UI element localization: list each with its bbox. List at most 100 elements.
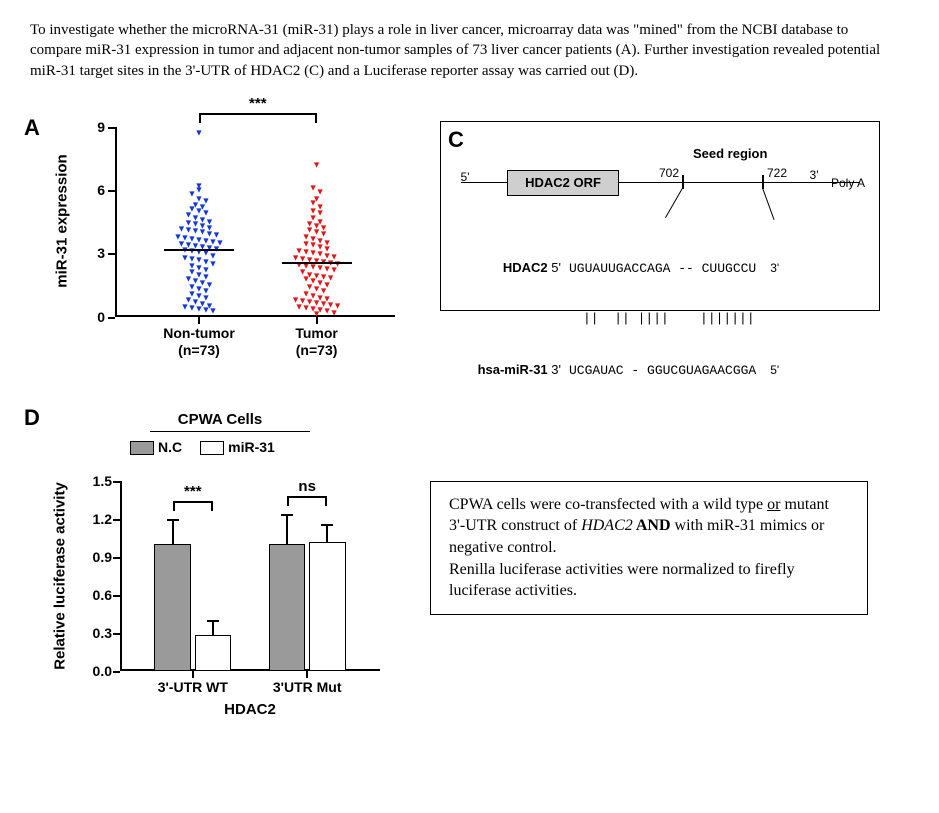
- scatter-point: ▼: [312, 160, 321, 169]
- scatter-point: ▼: [202, 196, 211, 205]
- xtick: [198, 317, 200, 324]
- ytick: [108, 253, 115, 255]
- scatter-point: ▼: [333, 302, 342, 311]
- panel-d-y-title: Relative luciferase activity: [52, 482, 69, 670]
- median-line: [164, 249, 234, 251]
- category-label: Non-tumor(n=73): [163, 325, 235, 359]
- polya-label: Poly A: [831, 176, 865, 190]
- connector-right: [762, 187, 775, 219]
- seed-tick-start: [682, 175, 684, 189]
- align-bot-seq: UCGAUAC - GGUCGUAGAACGGA: [569, 363, 756, 380]
- scatter-point: ▼: [205, 302, 214, 311]
- panel-d-title-underline: [150, 431, 310, 432]
- scatter-point: ▼: [316, 217, 325, 226]
- xtick: [316, 317, 318, 324]
- panel-d-label: D: [24, 405, 40, 431]
- x-axis-title: HDAC2: [224, 701, 276, 718]
- panel-a-label: A: [24, 115, 40, 141]
- sig-bracket: [199, 113, 317, 121]
- panel-a-y-title: miR-31 expression: [54, 154, 71, 287]
- ytick-label: 0.6: [82, 587, 112, 603]
- sig-bracket: [173, 501, 213, 509]
- ytick: [113, 519, 120, 521]
- panel-d-legend: N.C miR-31: [130, 439, 275, 455]
- scatter-point: ▼: [316, 188, 325, 197]
- ytick: [113, 671, 120, 673]
- panel-d-y-axis: [120, 481, 122, 671]
- panel-d-title: CPWA Cells: [178, 411, 262, 428]
- error-cap: [207, 620, 219, 622]
- panel-a-x-axis: [115, 315, 395, 317]
- error-bar: [212, 620, 214, 635]
- align-bot-end: 5': [770, 363, 779, 379]
- alignment-block: HDAC2 5' UGUAUUGACCAGA -- CUUGCCU 3' || …: [471, 226, 863, 414]
- align-bars: || || |||| |||||||: [583, 311, 863, 328]
- orf-box: HDAC2 ORF: [507, 170, 619, 196]
- three-prime-label: 3': [810, 168, 819, 182]
- panel-a: A miR-31 expression 0369▼▼▼▼▼▼▼▼▼▼▼▼▼▼▼▼…: [30, 121, 410, 381]
- error-bar: [326, 524, 328, 542]
- scatter-point: ▼: [195, 181, 204, 190]
- align-top-end: 3': [770, 261, 779, 277]
- panel-a-y-axis: [115, 127, 117, 317]
- ytick-label: 1.5: [82, 473, 112, 489]
- figure-row-1: A miR-31 expression 0369▼▼▼▼▼▼▼▼▼▼▼▼▼▼▼▼…: [30, 121, 909, 381]
- ytick-label: 9: [85, 119, 105, 135]
- five-prime-label: 5': [461, 170, 470, 184]
- category-label: Tumor(n=73): [295, 325, 338, 359]
- ytick: [113, 595, 120, 597]
- ytick-label: 0: [85, 309, 105, 325]
- error-cap: [321, 524, 333, 526]
- ytick-label: 0.9: [82, 549, 112, 565]
- legend-nc: N.C: [130, 439, 182, 455]
- scatter-point: ▼: [209, 259, 218, 268]
- error-cap: [281, 514, 293, 516]
- ytick: [113, 557, 120, 559]
- bar: [309, 542, 345, 671]
- bar: [269, 544, 305, 671]
- align-bot-row: hsa-miR-31 3' UCGAUAC - GGUCGUAGAACGGA 5…: [471, 362, 863, 380]
- info-line2: Renilla luciferase activities were norma…: [449, 561, 795, 600]
- intro-paragraph: To investigate whether the microRNA-31 (…: [30, 20, 890, 81]
- error-bar: [172, 519, 174, 544]
- x-category-label: 3'-UTR WT: [158, 679, 228, 695]
- panel-d-plot: 0.00.30.60.91.21.5***3'-UTR WTns3'UTR Mu…: [120, 481, 380, 671]
- panel-d: D CPWA Cells N.C miR-31 Relative lucifer…: [30, 411, 410, 731]
- scatter-point: ▼: [323, 238, 332, 247]
- error-bar: [286, 514, 288, 544]
- bar: [154, 544, 190, 671]
- error-cap: [167, 519, 179, 521]
- scatter-point: ▼: [205, 217, 214, 226]
- scatter-point: ▼: [205, 281, 214, 290]
- sig-label: ns: [298, 478, 316, 495]
- ytick-label: 3: [85, 245, 105, 261]
- panel-c: C 5' HDAC2 ORF 702 722 Seed region 3' Po…: [440, 121, 880, 311]
- info-gene: HDAC2: [581, 517, 633, 534]
- seed-start-label: 702: [659, 166, 679, 180]
- ytick: [113, 481, 120, 483]
- bar: [195, 635, 231, 670]
- legend-swatch-mir31: [200, 441, 224, 455]
- xtick: [306, 671, 308, 678]
- connector-left: [665, 188, 683, 218]
- legend-mir31: miR-31: [200, 439, 275, 455]
- scatter-point: ▼: [316, 202, 325, 211]
- sig-label: ***: [249, 95, 267, 112]
- ytick: [108, 190, 115, 192]
- panel-c-box: 5' HDAC2 ORF 702 722 Seed region 3' Poly…: [440, 121, 880, 311]
- align-top-seq: UGUAUUGACCAGA -- CUUGCCU: [569, 261, 756, 278]
- sig-bracket: [287, 496, 327, 504]
- ytick-label: 0.3: [82, 625, 112, 641]
- xtick: [192, 671, 194, 678]
- info-or: or: [767, 496, 780, 513]
- gene-schematic: 5' HDAC2 ORF 702 722 Seed region 3' Poly…: [457, 168, 863, 198]
- panel-c-label: C: [448, 127, 464, 153]
- sig-label: ***: [184, 483, 202, 500]
- info-line1a: CPWA cells were co-transfected with a wi…: [449, 496, 767, 513]
- ytick-label: 6: [85, 182, 105, 198]
- ytick-label: 0.0: [82, 663, 112, 679]
- panel-a-plot: 0369▼▼▼▼▼▼▼▼▼▼▼▼▼▼▼▼▼▼▼▼▼▼▼▼▼▼▼▼▼▼▼▼▼▼▼▼…: [115, 127, 395, 317]
- info-and: AND: [633, 517, 675, 534]
- figure-row-2: D CPWA Cells N.C miR-31 Relative lucifer…: [30, 401, 909, 731]
- ytick-label: 1.2: [82, 511, 112, 527]
